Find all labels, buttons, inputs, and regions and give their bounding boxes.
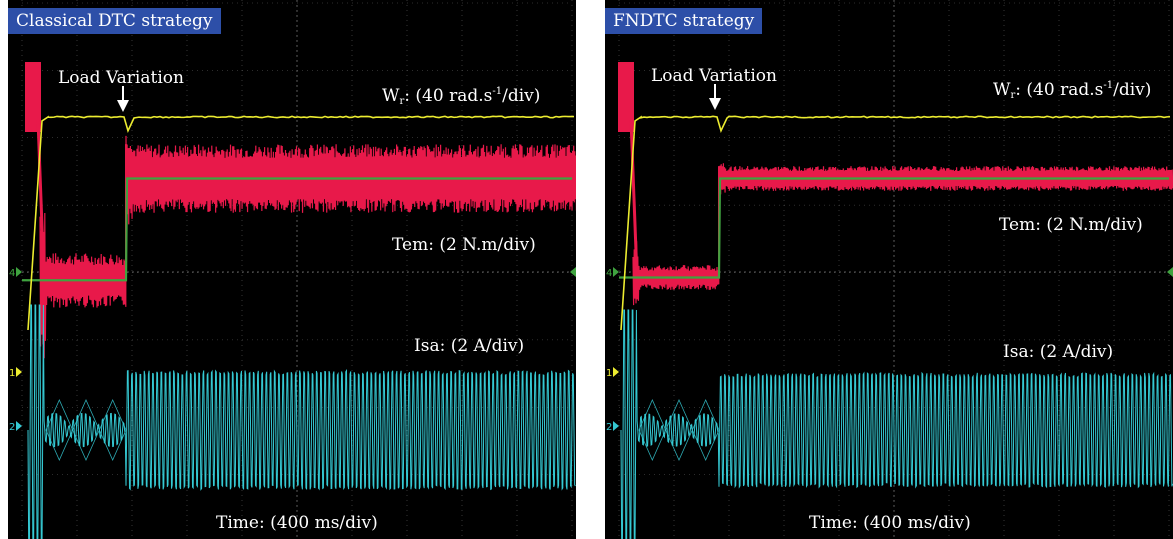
speed-symbol: W <box>382 86 400 106</box>
channel-marker-label: 4 <box>606 268 612 279</box>
speed-scale-unit: /div) <box>502 86 541 106</box>
speed-subscript: r <box>1010 90 1016 101</box>
scope-traces: 1 2 4 <box>9 62 576 539</box>
torque-reference-trace <box>22 177 572 282</box>
speed-subscript: r <box>399 96 405 107</box>
scope-traces: 1 2 4 <box>606 62 1173 539</box>
panel-title: FNDTC strategy <box>605 8 763 34</box>
torque-scale-label: Tem: (2 N.m/div) <box>392 235 536 255</box>
current-scale-label: Isa: (2 A/div) <box>414 336 525 356</box>
torque-scale-label: Tem: (2 N.m/div) <box>999 215 1143 235</box>
current-trace <box>27 304 576 539</box>
torque-reference-trace <box>619 177 1169 279</box>
speed-scale-exponent: -1 <box>492 86 503 97</box>
channel-marker-arrow <box>613 421 619 431</box>
speed-scale-value: (40 rad.s <box>415 86 493 106</box>
speed-scale-label: Wr: (40 rad.s-1/div) <box>993 80 1152 101</box>
panel-title: Classical DTC strategy <box>8 8 221 34</box>
trigger-level-marker <box>570 267 576 277</box>
load-variation-label: Load Variation <box>58 68 184 88</box>
speed-scale-unit: /div) <box>1113 80 1152 100</box>
time-scale-label: Time: (400 ms/div) <box>216 513 378 533</box>
speed-scale-value: (40 rad.s <box>1026 80 1104 100</box>
speed-symbol: W <box>993 80 1011 100</box>
load-variation-arrow-head <box>709 98 721 110</box>
channel-marker-arrow <box>613 367 619 377</box>
speed-scale-exponent: -1 <box>1103 80 1114 91</box>
current-scale-label: Isa: (2 A/div) <box>1003 342 1114 362</box>
channel-marker-label: 1 <box>9 368 15 379</box>
channel-marker-arrow <box>16 367 22 377</box>
fndtc-scope: 1 2 4 FNDTC strategy Load Variation Wr: (4… <box>605 0 1173 539</box>
load-variation-label: Load Variation <box>651 66 777 86</box>
time-scale-label: Time: (400 ms/div) <box>809 513 971 533</box>
load-variation-arrow-head <box>117 100 129 112</box>
channel-marker-label: 2 <box>9 422 15 433</box>
channel-marker-label: 2 <box>606 422 612 433</box>
speed-trace <box>620 115 1171 331</box>
scope-screen-classical: 1 2 4 <box>8 0 576 539</box>
current-beat-envelope <box>98 399 127 461</box>
current-beat-envelope <box>691 399 720 461</box>
speed-scale-label: Wr: (40 rad.s-1/div) <box>382 86 541 107</box>
current-trace <box>620 309 1173 539</box>
torque-startup-spike <box>25 62 41 132</box>
channel-marker-label: 4 <box>9 268 15 279</box>
channel-marker-arrow <box>613 267 619 277</box>
speed-trace <box>27 115 575 331</box>
channel-marker-arrow <box>16 421 22 431</box>
channel-marker-arrow <box>16 267 22 277</box>
classical-dtc-scope: 1 2 4 Classical DTC strategy Load Variatio… <box>8 0 576 539</box>
scope-screen-fndtc: 1 2 4 <box>605 0 1173 539</box>
torque-startup-spike <box>618 62 634 132</box>
channel-marker-label: 1 <box>606 368 612 379</box>
trigger-level-marker <box>1167 267 1173 277</box>
